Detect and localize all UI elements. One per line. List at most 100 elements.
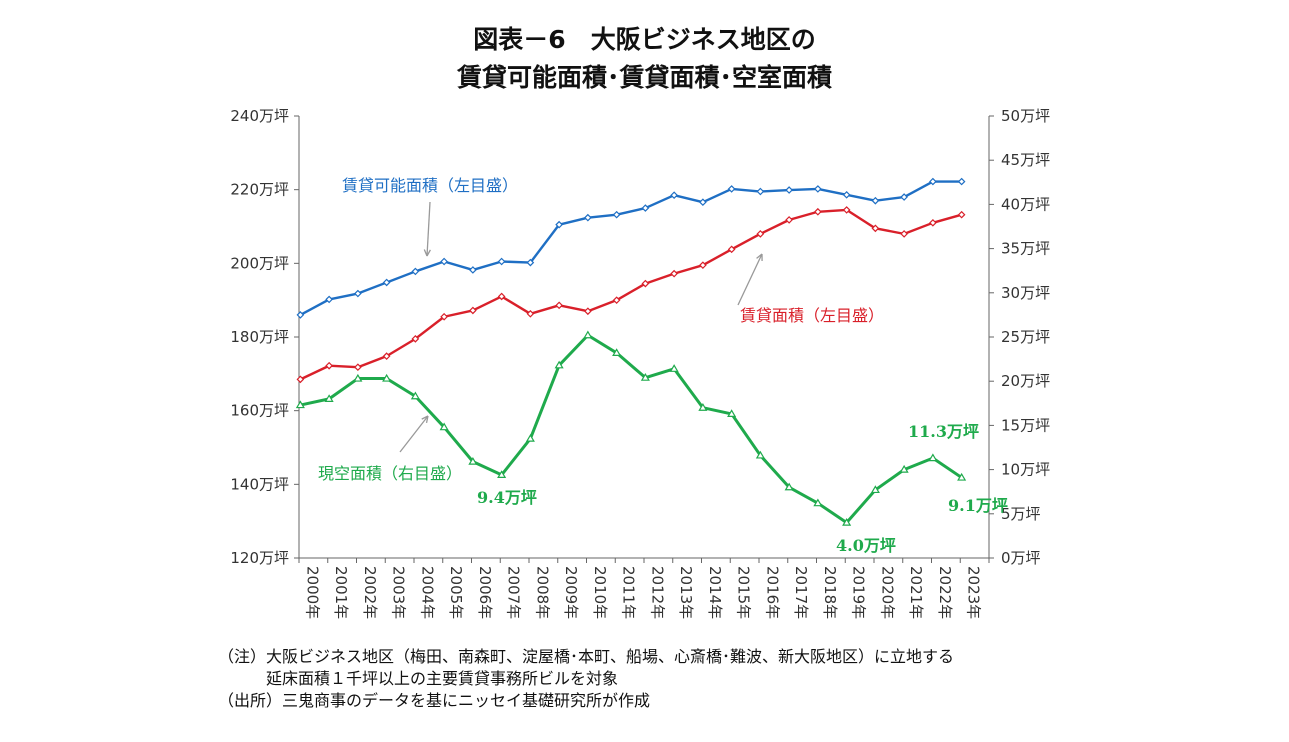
source-line: （出所）三鬼商事のデータを基にニッセイ基礎研究所が作成 [218, 691, 651, 710]
x-tick-label: 2006年 [476, 566, 494, 619]
vacant-area-label: 現空面積（右目盛） [318, 464, 462, 483]
vacant-area-point [669, 364, 679, 372]
leased-area-point [296, 375, 305, 384]
available-area-point [584, 213, 592, 222]
value-annotation: 4.0万坪 [836, 536, 896, 555]
vacant-area-point [698, 403, 708, 411]
x-tick-label: 2018年 [821, 566, 839, 619]
y-right-tick-label: 25万坪 [1001, 328, 1050, 346]
y-right-tick-label: 0万坪 [1001, 549, 1041, 567]
available-area-point [612, 210, 621, 219]
x-tick-label: 2020年 [878, 566, 896, 619]
leased-area-point [929, 218, 937, 227]
chart-title-line1: 図表－6 大阪ビジネス地区の [473, 25, 816, 54]
y-right-tick-label: 5万坪 [1001, 505, 1041, 523]
available-area-point [411, 267, 420, 276]
x-tick-label: 2004年 [418, 566, 436, 619]
label-arrow-line [737, 253, 763, 306]
label-arrow-head [421, 415, 429, 423]
y-right-tick-label: 20万坪 [1001, 372, 1050, 390]
label-arrow-line [399, 415, 429, 453]
vacant-area-point [295, 400, 305, 409]
vacant-area-point [842, 517, 852, 526]
leased-area-point [325, 361, 333, 370]
vacant-area-point [727, 409, 737, 418]
leased-area-point [756, 230, 765, 238]
x-tick-label: 2017年 [792, 566, 810, 619]
x-tick-label: 2007年 [505, 566, 523, 619]
leased-area-line [299, 208, 962, 381]
leased-area-point [842, 206, 851, 214]
x-tick-label: 2016年 [763, 566, 781, 619]
y-right-tick-label: 30万坪 [1001, 284, 1050, 302]
y-left-tick-label: 160万坪 [230, 402, 289, 420]
y-right-tick-label: 45万坪 [1001, 151, 1050, 169]
x-tick-label: 2009年 [562, 566, 580, 619]
x-tick-label: 2021年 [907, 566, 925, 619]
vacant-area-point [612, 348, 622, 357]
leased-area-label: 賃貸面積（左目盛） [740, 306, 884, 325]
available-area-point [555, 220, 563, 229]
x-tick-label: 2013年 [677, 566, 695, 619]
y-right-tick-label: 35万坪 [1001, 240, 1050, 258]
vacant-area-point [640, 372, 650, 381]
vacant-area-point [784, 482, 794, 491]
available-area-point [727, 185, 736, 193]
available-area-point [497, 257, 506, 266]
y-right-tick-label: 40万坪 [1001, 195, 1050, 213]
leased-area-point [354, 363, 362, 372]
leased-area-point [382, 352, 391, 361]
available-area-point [296, 311, 305, 319]
leased-area-point [440, 312, 448, 321]
x-tick-label: 2010年 [591, 566, 609, 619]
x-tick-label: 2000年 [303, 566, 321, 619]
y-right-tick-label: 50万坪 [1001, 107, 1050, 125]
note-line-2: 延床面積１千坪以上の主要賃貸事務所ビルを対象 [266, 669, 619, 688]
vacant-area-point [497, 470, 507, 479]
vacant-area-point [324, 394, 334, 402]
y-left-tick-label: 120万坪 [230, 549, 289, 567]
y-left-tick-label: 220万坪 [230, 181, 289, 199]
x-tick-label: 2005年 [447, 566, 465, 619]
leased-area-point [469, 306, 477, 315]
series-lines [295, 177, 967, 526]
vacant-area-point [525, 433, 535, 442]
available-area-point [325, 295, 333, 304]
x-tick-label: 2011年 [620, 566, 638, 619]
x-tick-label: 2014年 [706, 566, 724, 619]
y-left-tick-label: 200万坪 [230, 254, 289, 272]
leased-area-point [411, 334, 420, 343]
vacant-area-point [583, 330, 593, 339]
value-annotation: 11.3万坪 [908, 422, 979, 441]
leased-area-point [670, 269, 678, 278]
available-area-point [785, 186, 793, 194]
x-tick-label: 2012年 [648, 566, 666, 619]
available-area-point [382, 278, 391, 287]
leased-area-point [497, 292, 506, 301]
vacant-area-point [755, 450, 765, 459]
available-area-point [929, 177, 937, 186]
chart-title-line2: 賃貸可能面積･賃貸面積･空室面積 [456, 63, 832, 92]
leased-area-point [641, 279, 650, 288]
value-annotation: 9.1万坪 [948, 496, 1008, 515]
available-area-point [842, 190, 851, 199]
leased-area-point [871, 224, 880, 233]
leased-area-point [785, 216, 793, 224]
available-area-point [469, 266, 477, 274]
available-area-point [440, 257, 448, 266]
leased-area-point [526, 309, 535, 318]
leased-area-point [957, 210, 966, 219]
x-tick-label: 2023年 [965, 566, 983, 619]
x-tick-label: 2019年 [850, 566, 868, 619]
vacant-area-point [410, 391, 420, 400]
value-annotation: 9.4万坪 [477, 488, 537, 507]
vacant-area-point [928, 453, 938, 462]
x-tick-label: 2022年 [936, 566, 954, 619]
available-area-point [670, 191, 678, 200]
x-tick-label: 2001年 [332, 566, 350, 619]
vacant-area-line [298, 333, 963, 525]
y-left-tick-label: 140万坪 [230, 475, 289, 493]
available-area-point [354, 289, 362, 298]
available-area-line [299, 180, 962, 317]
